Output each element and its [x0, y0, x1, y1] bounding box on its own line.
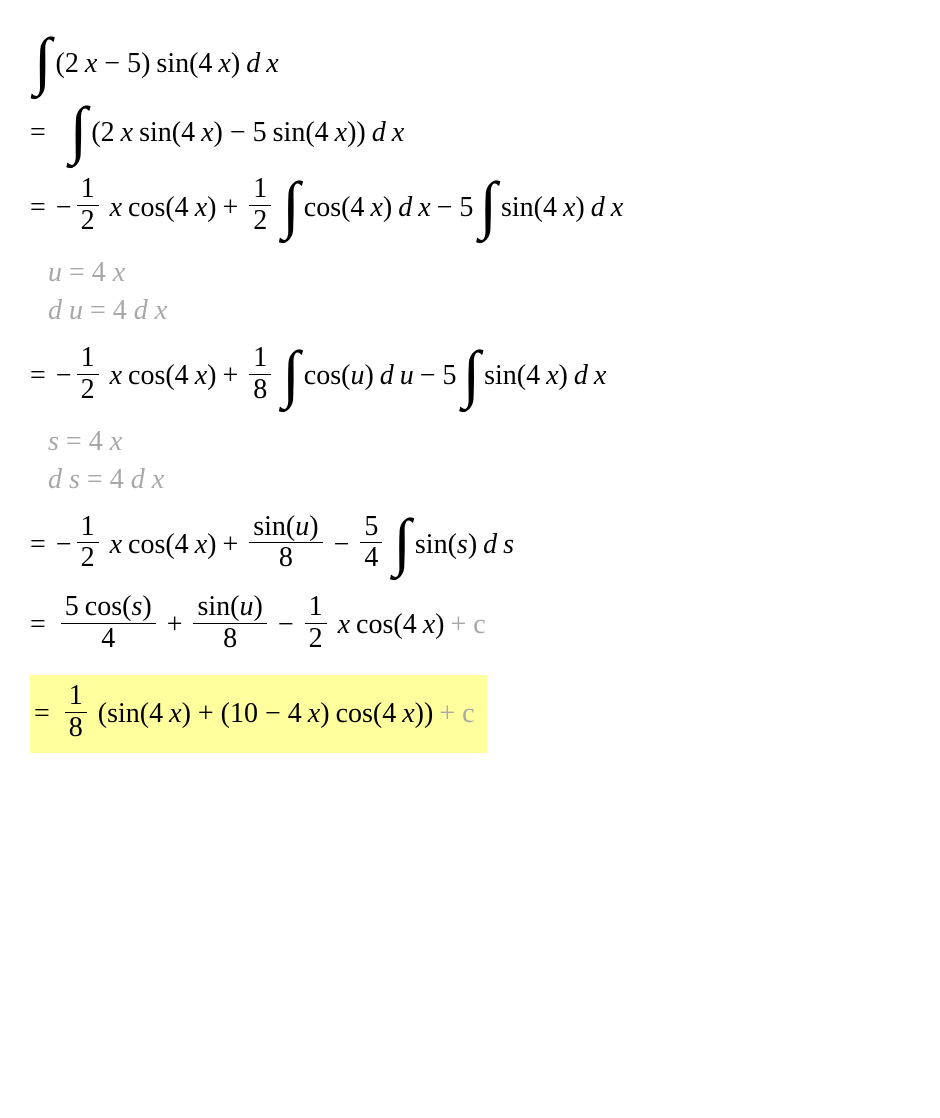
integrand: cos(u)du — [304, 360, 414, 392]
expr: (2x − 5)sin(4x)dx — [56, 48, 279, 80]
equation-line-5: = − 1 2 xcos(4x) + sin(u) 8 − 5 4 ∫ sin(… — [30, 514, 910, 577]
subst-text: d u = 4 d x — [48, 295, 167, 327]
minus5: − 5 — [437, 192, 474, 224]
fraction: 1 2 — [77, 174, 99, 237]
term: xcos(4x) — [104, 192, 217, 224]
expr: (sin(4x) + (10 − 4x)cos(4x)) — [92, 698, 434, 730]
fraction: 1 2 — [249, 174, 271, 237]
neg: − — [56, 360, 72, 392]
subst-text: u = 4 x — [48, 257, 125, 289]
integral-icon: ∫ — [70, 104, 88, 155]
fraction: 1 2 — [305, 592, 327, 655]
integral-icon: ∫ — [479, 179, 497, 230]
constant: + c — [450, 609, 485, 641]
integrand: sin(4x)dx — [501, 192, 623, 224]
neg: − — [56, 529, 72, 561]
subst-text: d s = 4 d x — [48, 464, 164, 496]
fraction: 5 4 — [360, 512, 382, 575]
plus: + — [222, 192, 238, 224]
substitution-2a: s = 4 x — [48, 426, 910, 458]
integral-icon: ∫ — [282, 179, 300, 230]
constant: + c — [439, 698, 474, 730]
integrand: sin(s)ds — [415, 529, 514, 561]
num: 5cos(s) — [61, 592, 156, 624]
equals: = — [30, 529, 46, 561]
fraction: sin(u) 8 — [193, 592, 266, 655]
substitution-1b: d u = 4 d x — [48, 295, 910, 327]
term: xcos(4x) — [332, 609, 445, 641]
equation-line-4: = − 1 2 xcos(4x) + 1 8 ∫ cos(u)du − 5 ∫ … — [30, 345, 910, 408]
num: sin(u) — [193, 592, 266, 624]
term: xcos(4x) — [104, 529, 217, 561]
highlight-box: = 1 8 (sin(4x) + (10 − 4x)cos(4x)) + c — [30, 675, 487, 754]
minus: − — [334, 529, 350, 561]
plus: + — [167, 609, 183, 641]
equals: = — [30, 609, 46, 641]
fraction: 1 8 — [65, 681, 87, 744]
equation-line-7-final: = 1 8 (sin(4x) + (10 − 4x)cos(4x)) + c — [30, 675, 910, 754]
equals: = — [30, 192, 46, 224]
integral-icon: ∫ — [393, 516, 411, 567]
integral-icon: ∫ — [463, 348, 481, 399]
integrand: cos(4x)dx — [304, 192, 431, 224]
substitution-1a: u = 4 x — [48, 257, 910, 289]
equals: = — [30, 360, 46, 392]
plus: + — [222, 529, 238, 561]
equals: = — [30, 117, 46, 149]
equation-line-2: = ∫ (2xsin(4x) − 5sin(4x))dx — [30, 107, 910, 158]
equals: = — [34, 698, 50, 730]
integral-icon: ∫ — [282, 348, 300, 399]
minus: − — [278, 609, 294, 641]
equation-line-3: = − 1 2 xcos(4x) + 1 2 ∫ cos(4x)dx − 5 ∫… — [30, 176, 910, 239]
integral-icon: ∫ — [34, 35, 52, 86]
subst-text: s = 4 x — [48, 426, 122, 458]
minus5: − 5 — [420, 360, 457, 392]
plus: + — [222, 360, 238, 392]
equation-line-1: ∫ (2x − 5)sin(4x)dx — [34, 38, 910, 89]
neg: − — [56, 192, 72, 224]
fraction: 5cos(s) 4 — [61, 592, 156, 655]
fraction: 1 2 — [77, 512, 99, 575]
num: sin(u) — [249, 512, 322, 544]
term: xcos(4x) — [104, 360, 217, 392]
integrand: sin(4x)dx — [484, 360, 606, 392]
fraction: 1 2 — [77, 343, 99, 406]
substitution-2b: d s = 4 d x — [48, 464, 910, 496]
fraction: sin(u) 8 — [249, 512, 322, 575]
fraction: 1 8 — [249, 343, 271, 406]
equation-line-6: = 5cos(s) 4 + sin(u) 8 − 1 2 xcos(4x) + … — [30, 594, 910, 657]
expr: (2xsin(4x) − 5sin(4x))dx — [91, 117, 404, 149]
